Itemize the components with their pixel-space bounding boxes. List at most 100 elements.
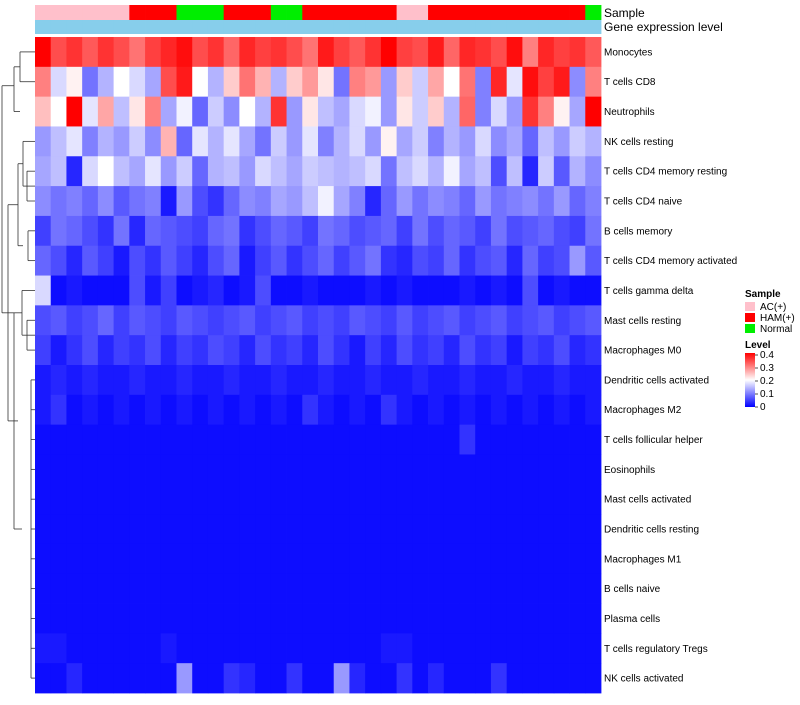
heatmap-cell <box>538 454 555 485</box>
heatmap-cell <box>490 484 508 515</box>
heatmap-cell <box>459 66 476 98</box>
heatmap-cell <box>506 663 523 694</box>
heatmap-cell <box>459 514 476 545</box>
heatmap-cell <box>286 514 303 545</box>
heatmap-cell <box>207 215 225 247</box>
heatmap-cell <box>239 365 256 396</box>
heatmap-cell <box>286 603 303 634</box>
heatmap-cell <box>412 603 429 634</box>
heatmap-cell <box>553 603 570 634</box>
heatmap-cell <box>255 573 272 604</box>
heatmap-cell <box>176 424 193 455</box>
heatmap-cell <box>380 454 398 485</box>
heatmap-cell <box>176 603 193 634</box>
heatmap-cell <box>506 514 523 545</box>
heatmap-cell <box>443 543 460 575</box>
heatmap-cell <box>35 394 52 426</box>
heatmap-cell <box>286 126 303 157</box>
level-colorbar <box>745 353 755 407</box>
heatmap-cell <box>192 245 209 276</box>
heatmap-cell <box>129 603 146 634</box>
heatmap-cell <box>522 126 539 157</box>
heatmap-cell <box>459 424 476 455</box>
expression-annotation-cell <box>506 20 523 34</box>
heatmap-cell <box>506 394 523 426</box>
heatmap-cell <box>585 215 602 247</box>
heatmap-cell <box>113 156 130 187</box>
heatmap-cell <box>396 186 413 217</box>
heatmap-cell <box>506 186 523 217</box>
heatmap-cell <box>129 126 146 157</box>
heatmap-cell <box>255 424 272 455</box>
heatmap-cell <box>66 245 83 276</box>
heatmap-cell <box>333 424 350 455</box>
heatmap-cell <box>97 66 115 98</box>
heatmap-cell <box>538 37 555 68</box>
heatmap-cell <box>82 126 99 157</box>
heatmap-cell <box>176 66 193 98</box>
heatmap-cell <box>538 365 555 396</box>
heatmap-cell <box>569 514 586 545</box>
heatmap-cell <box>538 96 555 127</box>
heatmap-cell <box>113 603 130 634</box>
heatmap-cell <box>270 156 287 187</box>
heatmap-cell <box>428 245 445 276</box>
heatmap-cell <box>412 514 429 545</box>
heatmap-cell <box>255 37 272 68</box>
heatmap-cell <box>412 305 429 336</box>
heatmap-cell <box>333 156 350 187</box>
heatmap-cell <box>380 245 398 276</box>
heatmap-cell <box>270 603 287 634</box>
heatmap-cell <box>66 126 83 157</box>
heatmap-cell <box>223 126 240 157</box>
heatmap-cell <box>412 275 429 306</box>
heatmap-cell <box>443 305 460 336</box>
heatmap-cell <box>82 514 99 545</box>
heatmap-cell <box>412 633 429 664</box>
heatmap-cell <box>333 543 350 575</box>
heatmap-cell <box>396 156 413 187</box>
heatmap-cell <box>506 365 523 396</box>
heatmap-cell <box>286 543 303 575</box>
heatmap-cell <box>585 186 602 217</box>
expression-annotation-cell <box>223 20 240 34</box>
sample-annotation-cell <box>475 5 492 20</box>
heatmap-cell <box>349 424 366 455</box>
heatmap-cell <box>66 484 83 515</box>
heatmap-cell <box>475 663 492 694</box>
heatmap-cell <box>585 424 602 455</box>
heatmap-cell <box>113 394 130 426</box>
heatmap-cell <box>160 96 177 127</box>
sample-annotation-cell <box>302 5 319 20</box>
heatmap-cell <box>82 424 99 455</box>
heatmap-cell <box>333 365 350 396</box>
sample-annotation-cell <box>585 5 602 20</box>
heatmap-cell <box>97 96 115 127</box>
heatmap-cell <box>380 186 398 217</box>
heatmap-cell <box>380 156 398 187</box>
heatmap-cell <box>585 96 602 127</box>
heatmap-cell <box>223 663 240 694</box>
heatmap-cell <box>35 454 52 485</box>
heatmap-cell <box>192 37 209 68</box>
heatmap-cell <box>569 37 586 68</box>
heatmap-cell <box>585 156 602 187</box>
row-label: Monocytes <box>604 47 652 58</box>
heatmap-cell <box>396 305 413 336</box>
heatmap-cell <box>318 633 335 664</box>
heatmap-cell <box>585 573 602 604</box>
heatmap-cell <box>380 484 398 515</box>
heatmap-cell <box>349 335 366 366</box>
heatmap-cell <box>428 365 445 396</box>
heatmap-cell <box>475 275 492 306</box>
heatmap-cell <box>365 186 382 217</box>
heatmap-cell <box>50 454 67 485</box>
heatmap-cell <box>569 603 586 634</box>
heatmap-cell <box>475 335 492 366</box>
heatmap-cell <box>66 454 83 485</box>
heatmap-cell <box>522 573 539 604</box>
heatmap-cell <box>35 543 52 575</box>
heatmap-cell <box>192 573 209 604</box>
heatmap-cell <box>365 126 382 157</box>
heatmap-cell <box>223 186 240 217</box>
